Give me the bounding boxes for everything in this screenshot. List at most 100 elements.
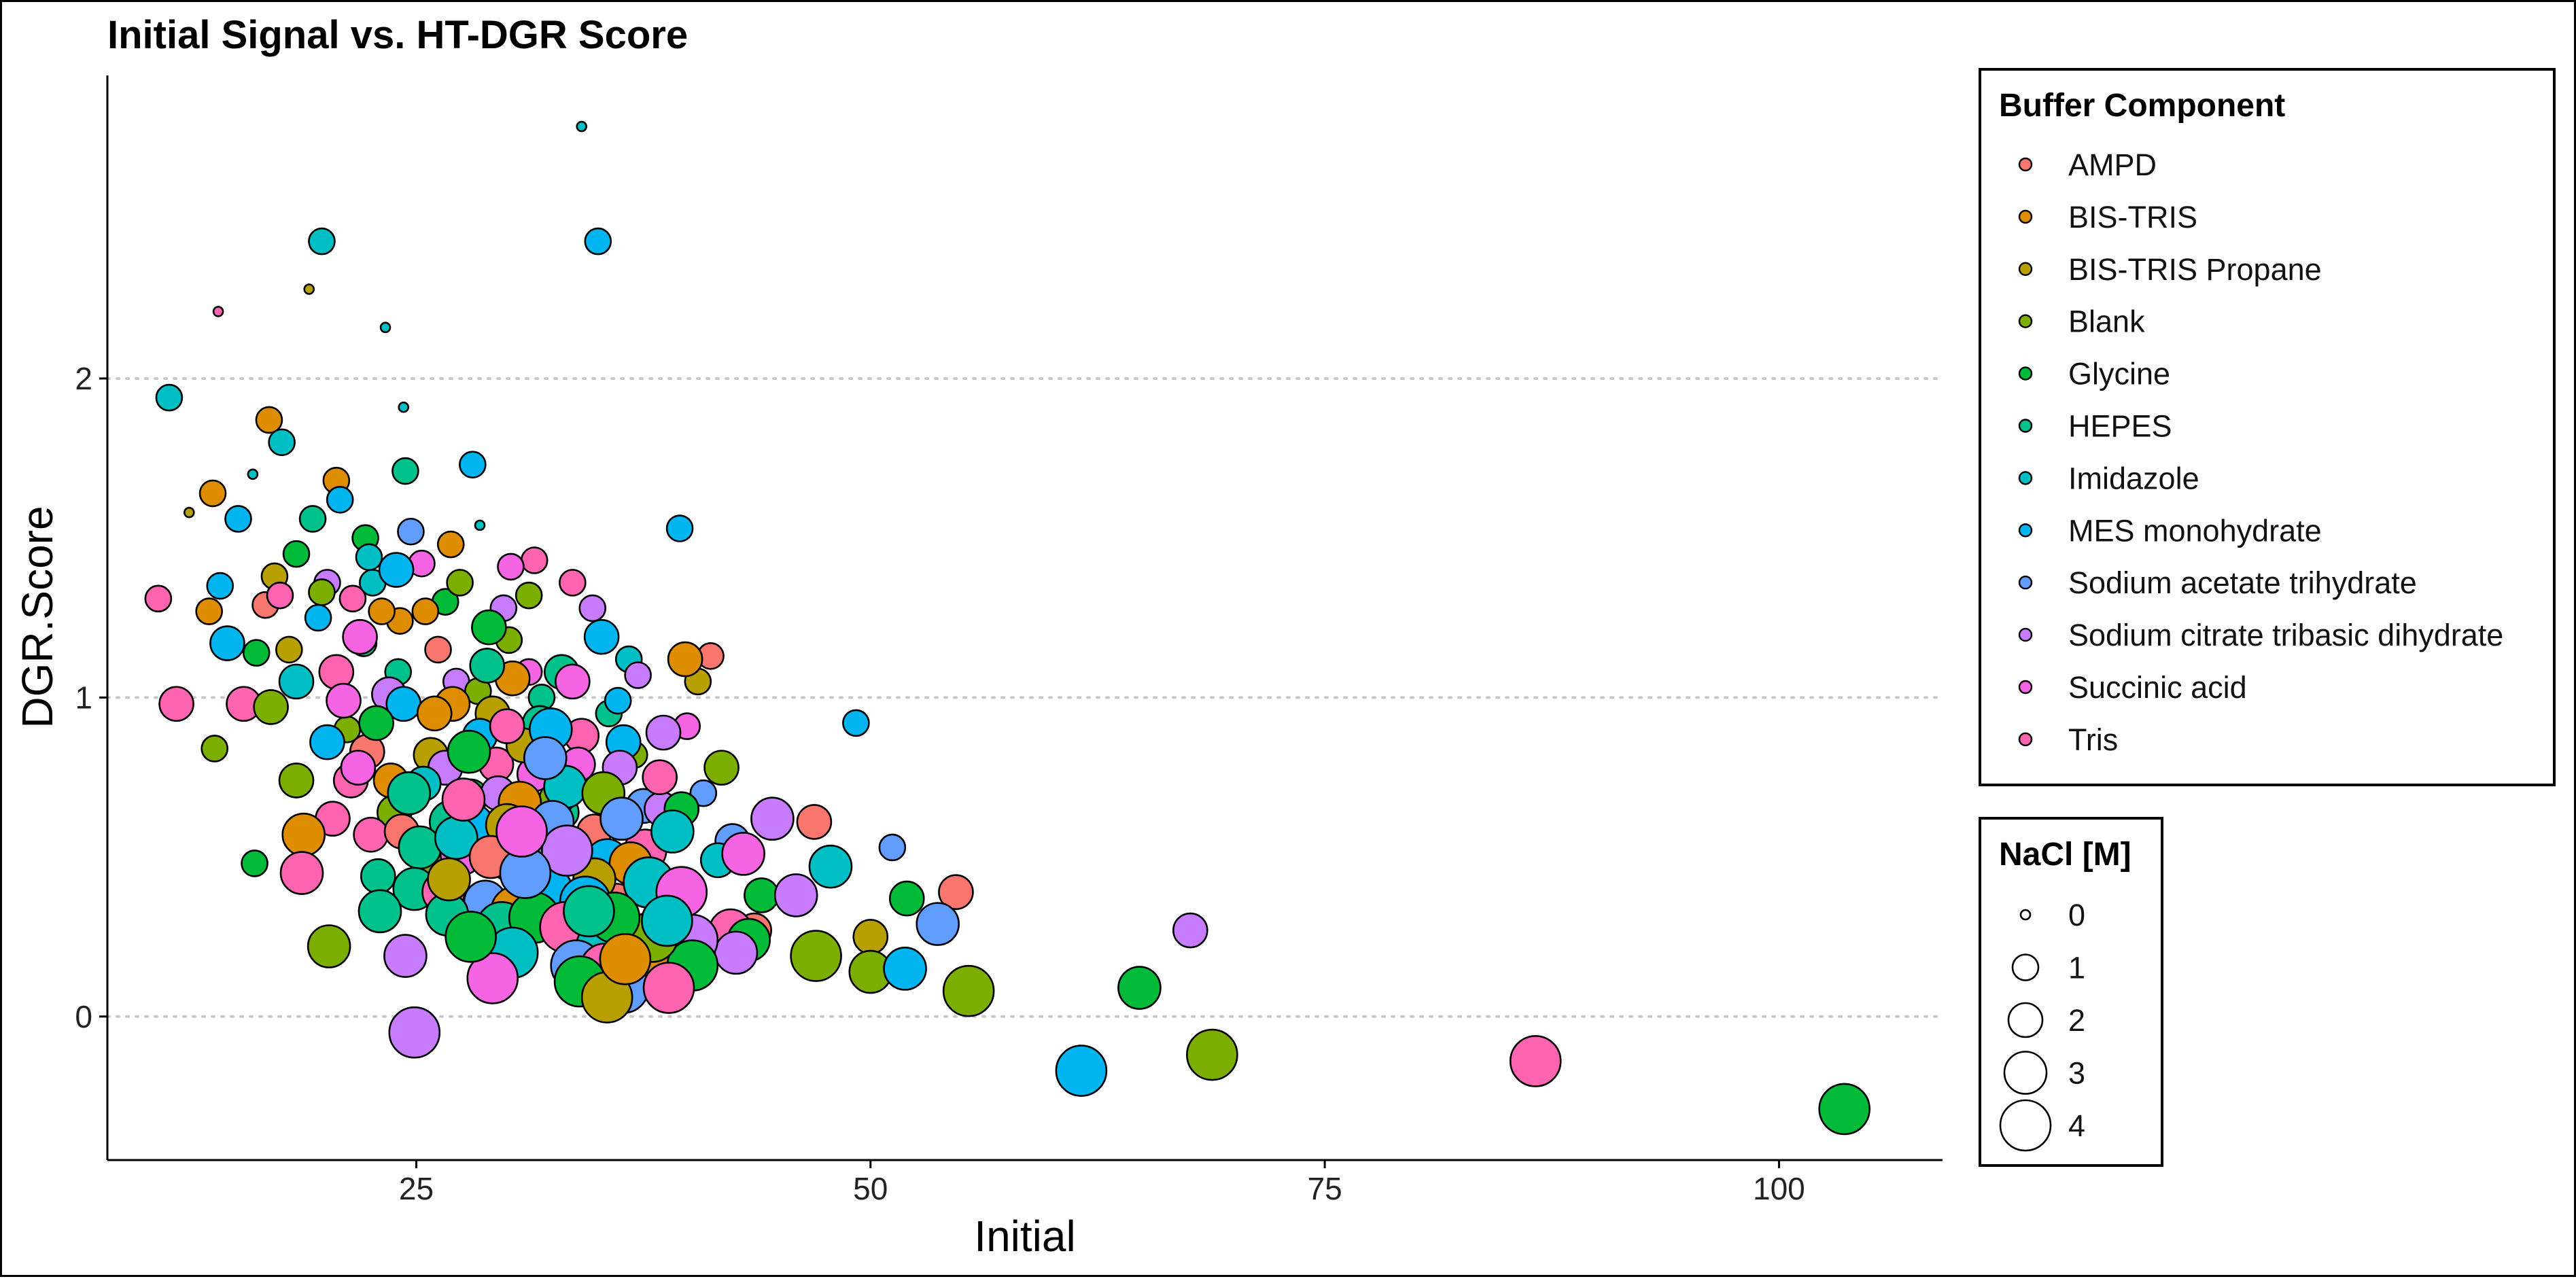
data-point <box>298 505 327 533</box>
data-point <box>158 686 194 722</box>
data-point <box>281 812 326 857</box>
data-point <box>852 919 889 955</box>
data-point <box>360 858 396 894</box>
data-point <box>397 517 425 546</box>
data-point <box>353 816 389 853</box>
data-point <box>427 857 471 902</box>
data-point <box>183 506 195 519</box>
legend-color-label: BIS-TRIS <box>2068 200 2197 234</box>
legend-color-key <box>2018 471 2033 485</box>
data-point <box>358 705 394 741</box>
legend-size-label: 3 <box>2068 1056 2085 1091</box>
legend-size-key <box>2019 909 2032 921</box>
legend-color-key <box>2018 209 2033 224</box>
data-point <box>206 572 234 600</box>
data-point <box>398 825 442 870</box>
data-point <box>1117 966 1162 1010</box>
legend-size-key <box>2011 953 2040 981</box>
data-point <box>642 962 695 1014</box>
data-point <box>578 594 607 623</box>
x-tick-label: 75 <box>1308 1171 1342 1206</box>
legend-color-key <box>2018 732 2033 747</box>
data-point <box>942 964 995 1017</box>
data-point <box>387 771 432 816</box>
data-point <box>391 457 419 485</box>
legend-buffer-title: Buffer Component <box>1999 88 2285 124</box>
y-tick-label: 2 <box>75 361 92 396</box>
legend-size-label: 1 <box>2068 951 2085 985</box>
data-point <box>796 804 833 840</box>
chart-title: Initial Signal vs. HT-DGR Score <box>107 13 688 57</box>
data-point <box>379 321 391 334</box>
data-point <box>368 597 396 625</box>
legend-color-label: Glycine <box>2068 357 2170 391</box>
data-point <box>645 714 682 751</box>
legend-color-key <box>2018 314 2033 328</box>
data-point <box>667 641 703 678</box>
legend-color-label: Succinic acid <box>2068 670 2247 705</box>
legend-buffer-component: Buffer Component AMPD BIS-TRIS BIS-TRIS Pr… <box>1979 68 2556 786</box>
data-point <box>489 708 525 744</box>
legend-color-label: Sodium acetate trihydrate <box>2068 565 2417 600</box>
data-point <box>355 543 383 572</box>
data-point <box>309 724 345 760</box>
data-point <box>1055 1045 1108 1097</box>
legend-color-key <box>2018 262 2033 276</box>
data-point <box>721 832 765 876</box>
data-point <box>584 227 612 256</box>
data-point <box>411 597 440 625</box>
data-point <box>555 663 591 700</box>
data-point <box>278 763 315 799</box>
data-point <box>599 796 644 841</box>
data-point <box>604 686 632 715</box>
x-axis-title: Initial <box>974 1212 1075 1261</box>
data-point <box>266 581 294 610</box>
x-tick-label: 100 <box>1753 1171 1805 1206</box>
data-point <box>282 540 311 568</box>
data-point <box>441 777 486 822</box>
legend-size-key <box>1999 1099 2052 1152</box>
data-point <box>808 844 853 889</box>
axes <box>106 75 1943 1161</box>
data-point <box>497 553 525 581</box>
legend-size-label: 4 <box>2068 1108 2085 1143</box>
data-point <box>495 805 548 858</box>
legend-color-key <box>2018 627 2033 642</box>
legend-color-key <box>2018 523 2033 538</box>
data-point <box>255 406 283 434</box>
data-point <box>144 584 173 613</box>
y-tick-label: 0 <box>75 999 92 1034</box>
data-point <box>342 618 378 655</box>
y-axis-title: DGR.Score <box>13 506 62 728</box>
data-point <box>773 873 818 917</box>
data-point <box>278 663 315 700</box>
data-point <box>253 689 289 725</box>
data-point <box>268 428 296 457</box>
data-point <box>224 505 252 533</box>
data-point <box>308 227 336 256</box>
legend-size-label: 2 <box>2068 1003 2085 1038</box>
data-point <box>642 759 678 796</box>
data-point <box>446 569 474 597</box>
legend-buffer-items: AMPD BIS-TRIS BIS-TRIS Propane Blank Glycine… <box>2018 147 2503 757</box>
legend-nacl-items: 0 1 2 3 4 <box>1999 898 2085 1152</box>
data-point <box>744 877 780 913</box>
legend-color-label: Sodium citrate tribasic dihydrate <box>2068 618 2503 652</box>
data-point <box>459 451 487 478</box>
legend-size-key <box>2003 1051 2048 1095</box>
data-point <box>198 479 227 508</box>
legend-color-key <box>2018 157 2033 172</box>
data-point <box>201 735 229 763</box>
data-point <box>326 682 362 719</box>
legend-nacl-box <box>1979 817 2163 1167</box>
x-tick-label: 25 <box>399 1171 434 1206</box>
data-point <box>212 306 224 317</box>
data-point <box>520 546 549 574</box>
data-point <box>474 519 486 531</box>
legend-color-label: AMPD <box>2068 147 2157 182</box>
data-point <box>247 468 259 480</box>
data-point <box>938 874 974 910</box>
data-point <box>378 552 415 588</box>
data-point <box>1818 1083 1870 1136</box>
